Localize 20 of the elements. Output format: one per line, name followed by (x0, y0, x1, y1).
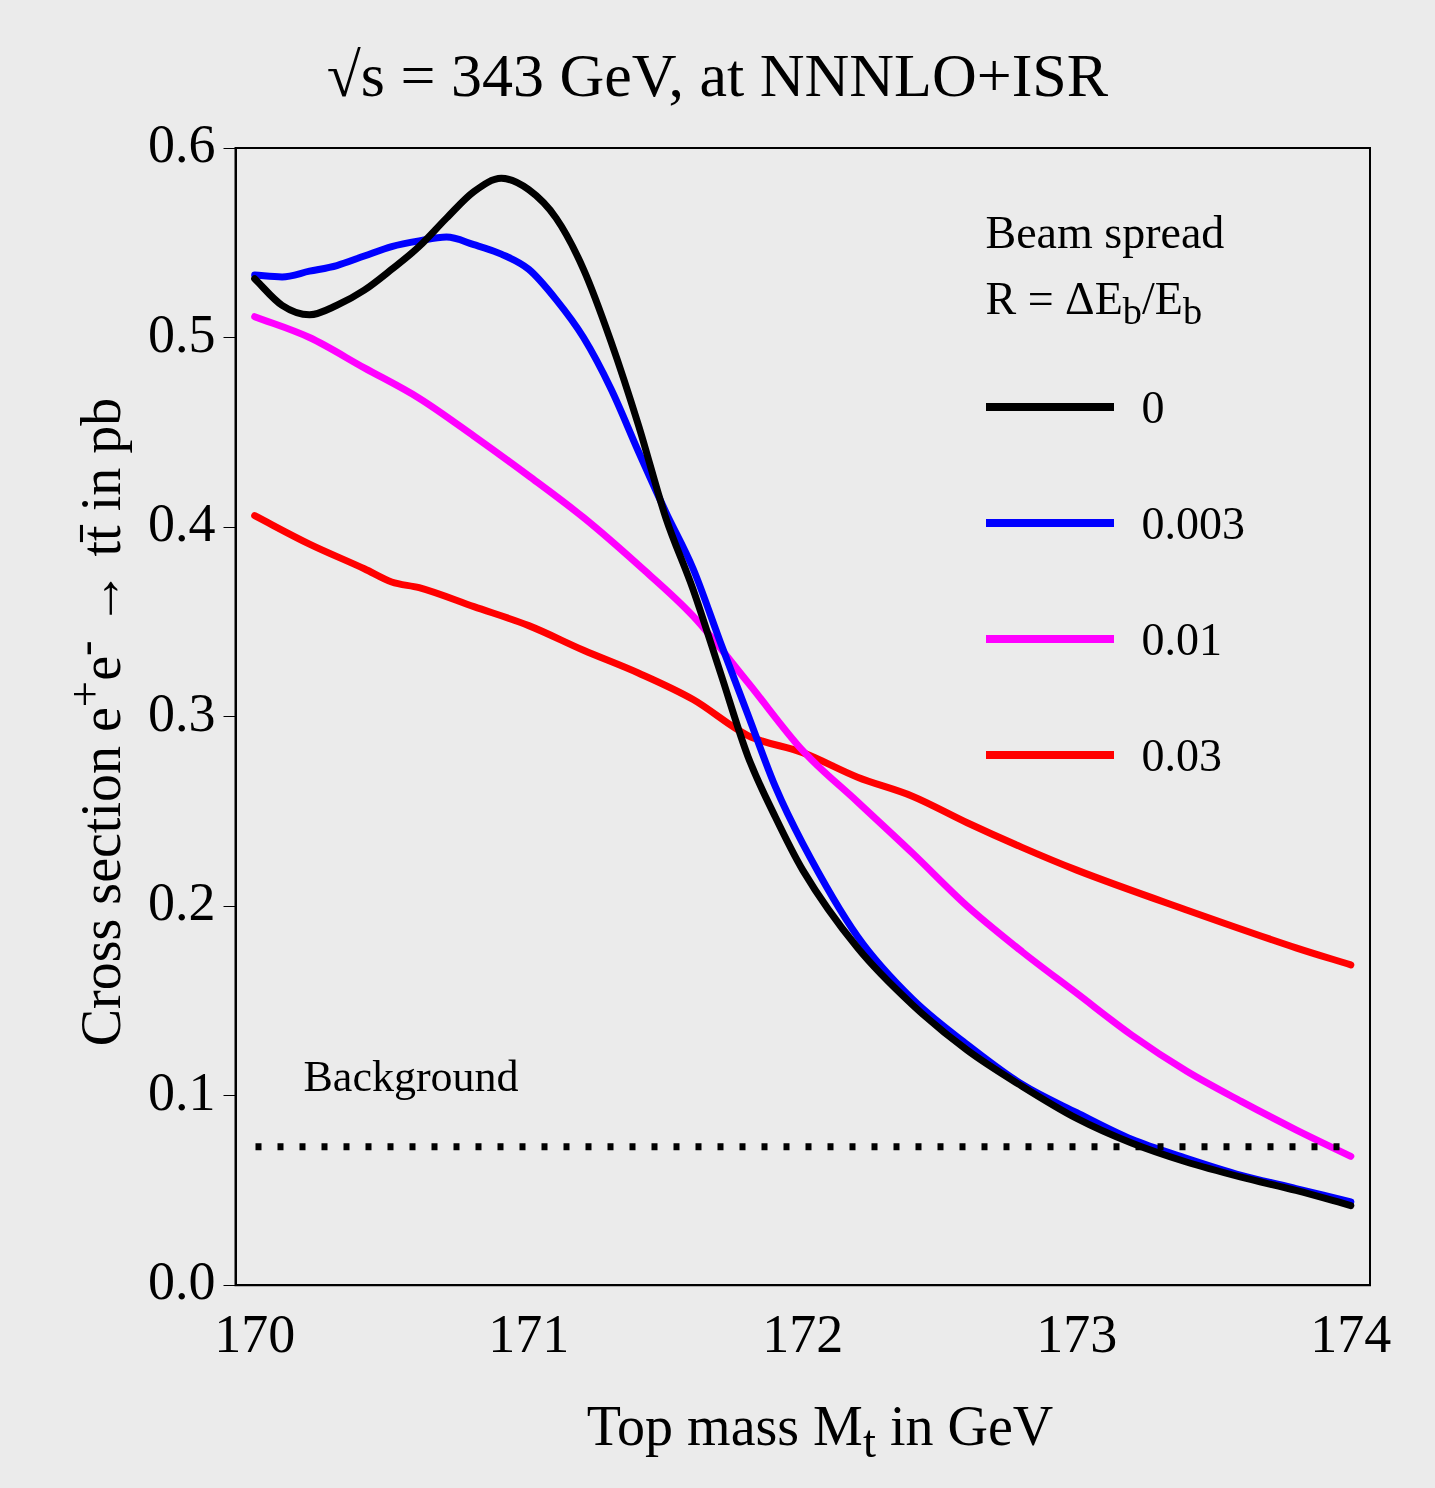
ref-line-label: Background (303, 1052, 519, 1102)
legend-label: 0.03 (1141, 728, 1222, 782)
y-tick-label: 0.0 (148, 1251, 216, 1312)
x-tick-label: 170 (214, 1303, 296, 1364)
x-tick-label: 172 (762, 1303, 844, 1364)
y-tick-label: 0.6 (148, 114, 216, 175)
legend-label: 0.01 (1141, 612, 1222, 666)
x-tick-label: 173 (1036, 1303, 1118, 1364)
x-tick-label: 171 (488, 1303, 570, 1364)
legend-title: Beam spread R = ΔE$_{b}$/E$_{b}$ (985, 206, 1226, 335)
x-tick-label: 174 (1310, 1303, 1392, 1364)
legend-label: 0 (1141, 380, 1165, 434)
y-tick-label: 0.3 (148, 682, 216, 743)
y-tick-label: 0.4 (148, 493, 216, 554)
y-tick-label: 0.5 (148, 303, 216, 364)
legend-label: 0.003 (1141, 496, 1245, 550)
x-axis-title: Top mass M$_{t}$ in GeV (585, 1393, 1055, 1468)
y-tick-label: 0.2 (148, 872, 216, 933)
chart-title: √s = 343 GeV, at NNNLO+ISR (325, 40, 1110, 111)
y-tick-label: 0.1 (148, 1061, 216, 1122)
